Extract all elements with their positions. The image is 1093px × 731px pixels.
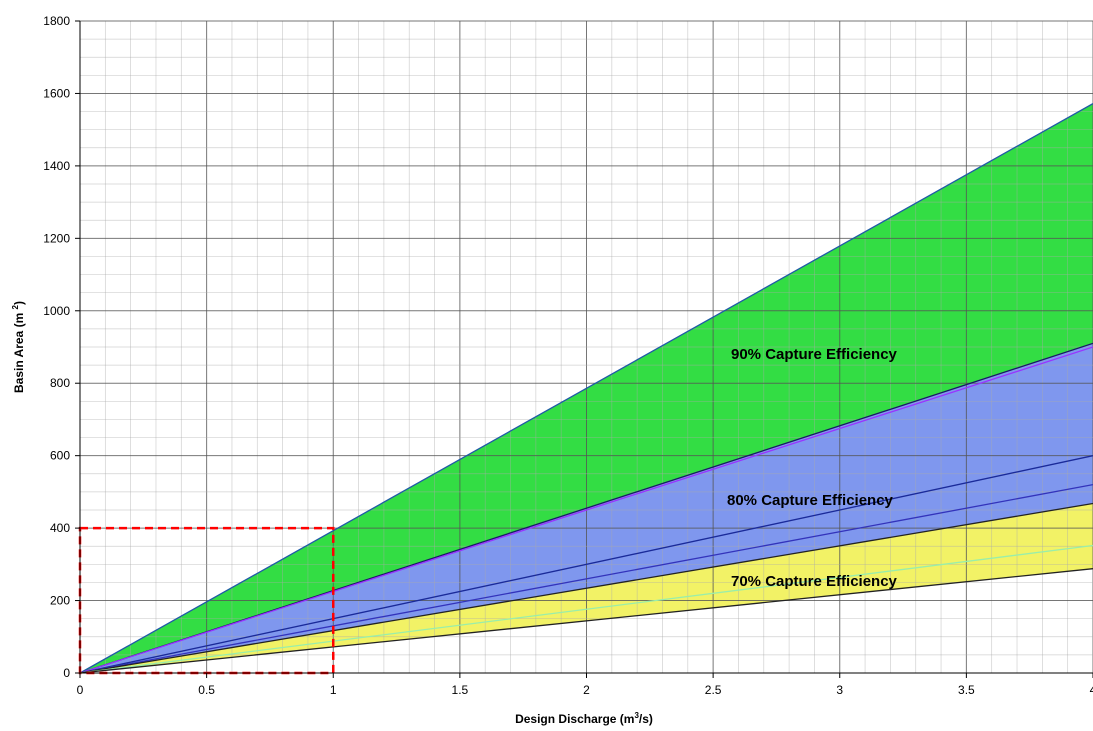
y-tick-label: 800 <box>50 376 70 390</box>
chart-gridlines <box>79 20 1093 674</box>
series-line-0 <box>79 103 1093 674</box>
x-tick-label: 4 <box>1090 683 1093 697</box>
y-tick-labels: 0 200 400 600 800 1000 1200 1400 1600 1800 <box>43 14 70 680</box>
series-line-5 <box>79 502 1093 674</box>
region-label-0: 90% Capture Efficiency <box>731 346 898 363</box>
x-tick-label: 3 <box>836 683 843 697</box>
x-tick-label: 1.5 <box>452 683 469 697</box>
chart-axes <box>75 20 1093 678</box>
series-line-3 <box>79 455 1093 674</box>
series-lines <box>79 103 1093 674</box>
region-label-2: 70% Capture Efficiency <box>731 573 898 590</box>
y-tick-label: 1600 <box>43 86 70 100</box>
x-tick-label: 1 <box>330 683 337 697</box>
series-line-4 <box>79 484 1093 674</box>
x-tick-label: 2.5 <box>705 683 722 697</box>
y-tick-label: 1400 <box>43 159 70 173</box>
y-tick-label: 1200 <box>43 231 70 245</box>
x-tick-label: 2 <box>583 683 590 697</box>
y-tick-label: 600 <box>50 449 70 463</box>
region-labels: 90% Capture Efficiency 80% Capture Effici… <box>727 346 898 590</box>
region-label-1: 80% Capture Efficiency <box>727 492 894 509</box>
series-line-2 <box>79 346 1093 674</box>
y-axis-title: Basin Area (m 2) <box>11 301 26 393</box>
y-tick-label: 1000 <box>43 304 70 318</box>
y-tick-label: 0 <box>63 666 70 680</box>
x-tick-labels: 0 0.5 1 1.5 2 2.5 3 3.5 4 <box>77 683 1093 697</box>
x-tick-label: 0.5 <box>198 683 215 697</box>
series-line-6 <box>79 544 1093 674</box>
x-axis-title: Design Discharge (m3/s) <box>515 711 653 726</box>
y-tick-label: 400 <box>50 521 70 535</box>
y-tick-label: 1800 <box>43 14 70 28</box>
series-line-7 <box>79 568 1093 674</box>
x-tick-label: 3.5 <box>958 683 975 697</box>
x-tick-label: 0 <box>77 683 84 697</box>
y-tick-label: 200 <box>50 594 70 608</box>
